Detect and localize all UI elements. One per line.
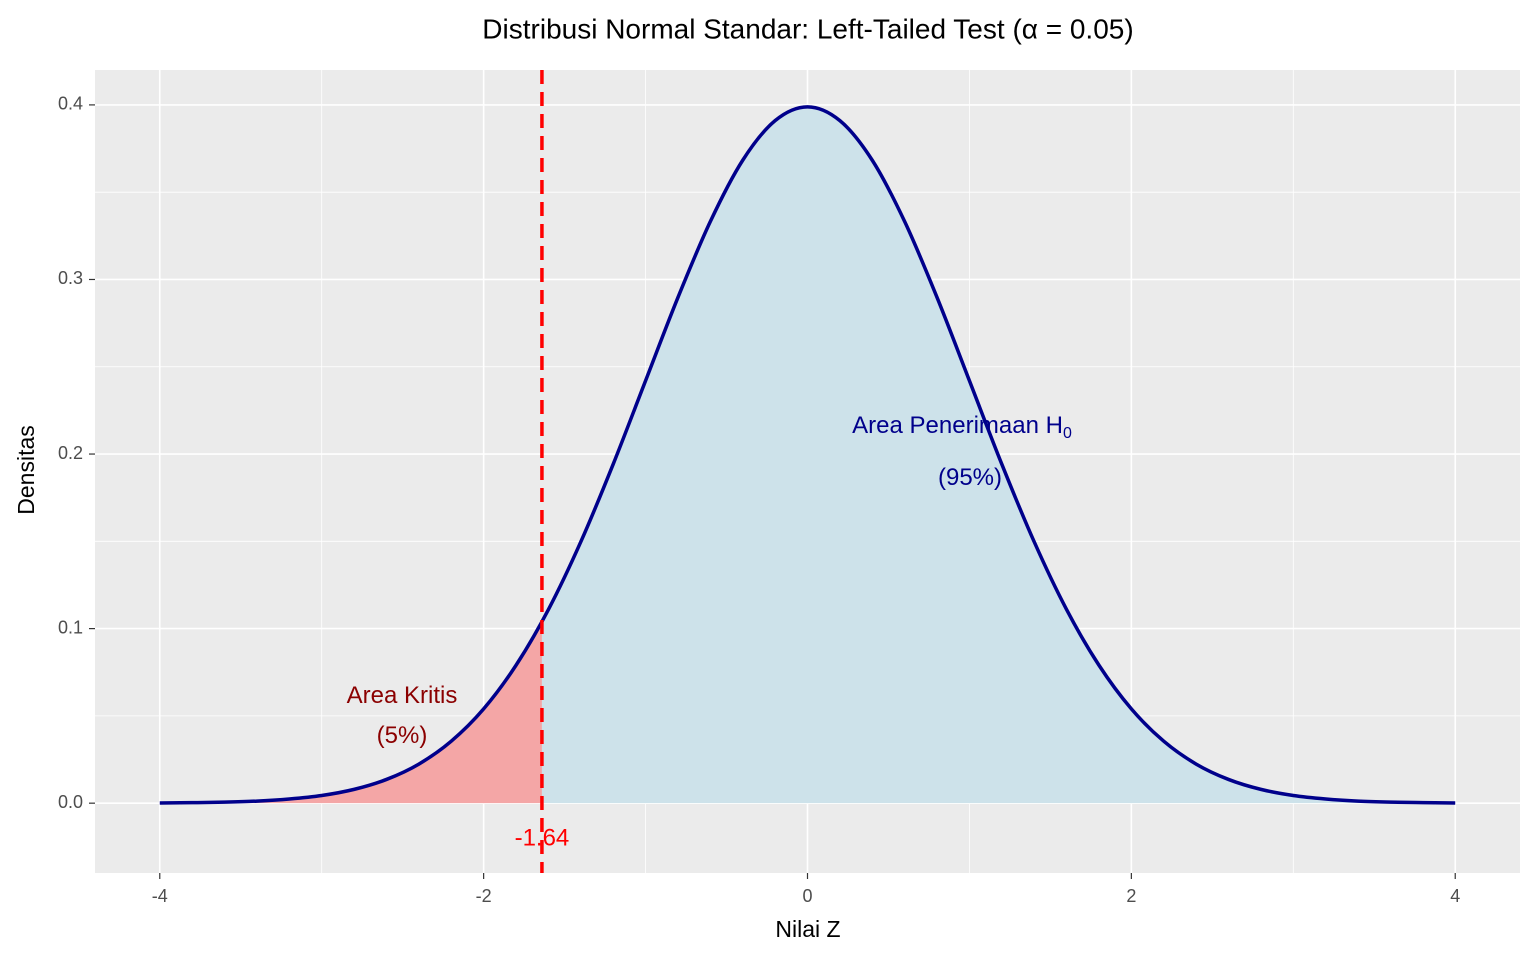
x-axis-label: Nilai Z: [775, 916, 840, 942]
density-curve: [159, 105, 1456, 805]
x-tick-label: -2: [476, 886, 492, 906]
annotation-text: Area Penerimaan H: [852, 412, 1063, 439]
annotation-text: Area Kritis: [347, 682, 458, 709]
annotation-subscript: 0: [1063, 425, 1072, 442]
x-tick-label: 0: [802, 886, 812, 906]
y-axis-label: Densitas: [13, 425, 39, 514]
annotation-text: (95%): [938, 464, 1002, 491]
annotation: (95%): [938, 464, 1002, 491]
annotation: (5%): [377, 722, 428, 749]
critical-label: -1.64: [515, 824, 570, 851]
x-tick-label: -4: [152, 886, 168, 906]
annotation: Area Kritis: [347, 682, 458, 709]
chart-title: Distribusi Normal Standar: Left-Tailed T…: [482, 13, 1133, 44]
y-tick-label: 0.1: [58, 617, 83, 637]
x-tick-label: 4: [1450, 886, 1460, 906]
y-tick-label: 0.3: [58, 268, 83, 288]
y-tick-label: 0.2: [58, 443, 83, 463]
x-tick-label: 2: [1126, 886, 1136, 906]
annotation: Area Penerimaan H0: [852, 412, 1072, 442]
y-tick-label: 0.4: [58, 94, 83, 114]
y-tick-label: 0.0: [58, 792, 83, 812]
acceptance-area: [541, 106, 1456, 804]
critical-area: [159, 621, 542, 804]
annotation-text: (5%): [377, 722, 428, 749]
